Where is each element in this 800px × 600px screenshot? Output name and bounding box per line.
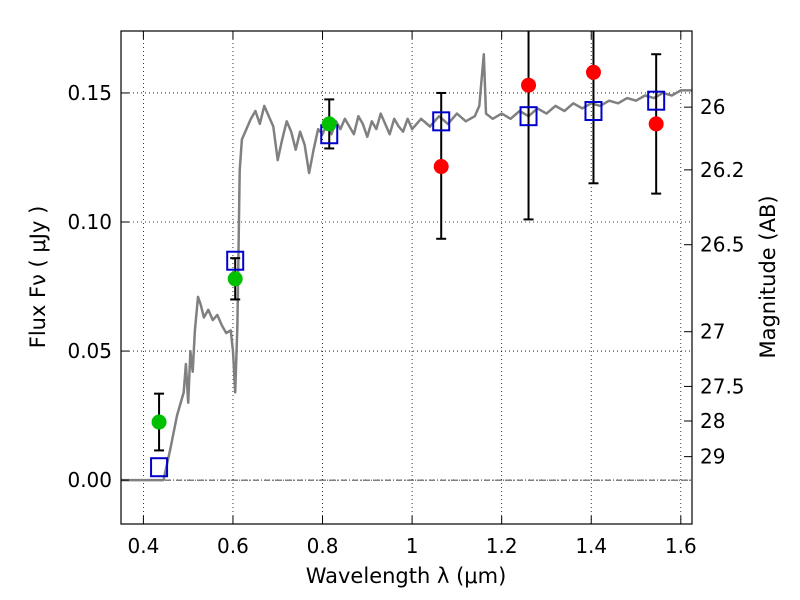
model-spectrum-line bbox=[121, 52, 692, 482]
observed-photometry-points bbox=[151, 64, 664, 430]
observed-point-red bbox=[433, 159, 449, 175]
right-tick-label: 28 bbox=[700, 409, 725, 433]
model-photometry-square bbox=[150, 457, 169, 478]
model-spectrum bbox=[121, 52, 692, 482]
model-photometry-squares bbox=[150, 90, 666, 478]
model-photometry-square bbox=[432, 111, 451, 132]
y-tick-label: 0.05 bbox=[67, 339, 112, 363]
y-tick-label: 0.10 bbox=[67, 210, 112, 234]
right-tick-label: 26.5 bbox=[700, 233, 745, 257]
observed-point-red bbox=[585, 64, 601, 80]
model-photometry-square bbox=[647, 90, 666, 111]
right-tick-label: 27 bbox=[700, 320, 725, 344]
y-tick-label: 0.15 bbox=[67, 81, 112, 105]
right-tick-label: 26 bbox=[700, 95, 725, 119]
right-tick-label: 29 bbox=[700, 445, 725, 469]
grid-lines bbox=[121, 31, 692, 524]
model-photometry-square bbox=[226, 250, 245, 271]
x-tick-label: 1.4 bbox=[575, 534, 607, 558]
observed-point-red bbox=[648, 116, 664, 132]
right-tick-label: 27.5 bbox=[700, 374, 745, 398]
x-tick-label: 1.2 bbox=[486, 534, 518, 558]
y-axis-ticks: 0.00 0.05 0.10 0.15 bbox=[67, 81, 129, 492]
x-axis-label: Wavelength λ (μm) bbox=[306, 564, 507, 588]
right-axis-ticks: 26 26.2 26.5 27 27.5 28 29 bbox=[684, 95, 745, 469]
x-tick-label: 0.4 bbox=[127, 534, 159, 558]
x-tick-label: 1.6 bbox=[665, 534, 697, 558]
x-tick-label: 0.8 bbox=[307, 534, 339, 558]
model-photometry-square bbox=[519, 106, 538, 127]
observed-point-green bbox=[227, 271, 243, 287]
right-axis-label: Magnitude (AB) bbox=[756, 195, 780, 358]
error-bars bbox=[154, 31, 662, 452]
right-tick-label: 26.2 bbox=[700, 158, 745, 182]
model-photometry-square bbox=[584, 101, 603, 122]
x-tick-label: 0.6 bbox=[217, 534, 249, 558]
x-axis-ticks: 0.4 0.6 0.8 1 1.2 1.4 1.6 bbox=[127, 31, 697, 558]
observed-point-green bbox=[151, 414, 167, 430]
observed-point-red bbox=[521, 77, 537, 93]
plot-frame bbox=[120, 30, 693, 525]
y-tick-label: 0.00 bbox=[67, 468, 112, 492]
observed-point-green bbox=[321, 116, 337, 132]
y-axis-label: Flux Fν ( μJy ) bbox=[26, 206, 50, 349]
x-tick-label: 1 bbox=[406, 534, 419, 558]
